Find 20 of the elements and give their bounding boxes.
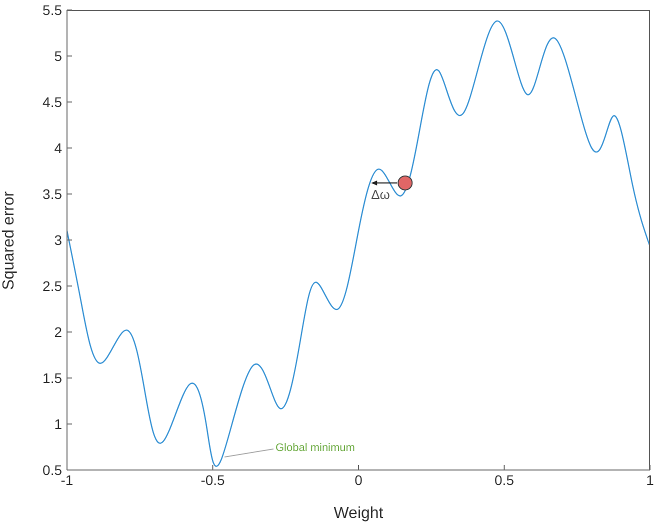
x-tick-label: -0.5 [200, 472, 226, 488]
y-tick-label: 1.5 [42, 370, 62, 386]
y-tick-label: 1 [54, 416, 62, 432]
y-tick-label: 5 [54, 48, 62, 64]
annotation: Global minimum [275, 442, 355, 454]
y-tick-label: 4 [54, 140, 62, 156]
x-tick-label: 0 [354, 472, 363, 488]
x-tick-label: 1 [646, 472, 654, 488]
y-tick-label: 2 [54, 324, 62, 340]
x-tick-label: 0.5 [494, 472, 514, 488]
y-tick-label: 4.5 [42, 94, 62, 110]
y-tick-label: 3 [54, 232, 62, 248]
annotation: Δω [371, 186, 390, 202]
y-tick-label: 2.5 [42, 278, 62, 294]
y-axis-title: Squared error [0, 190, 18, 290]
x-tick-label: -1 [60, 472, 74, 488]
x-axis-title: Weight [334, 505, 384, 522]
y-tick-label: 3.5 [42, 186, 62, 202]
y-tick-label: 5.5 [42, 2, 62, 18]
y-tick-label: 0.5 [42, 462, 62, 478]
